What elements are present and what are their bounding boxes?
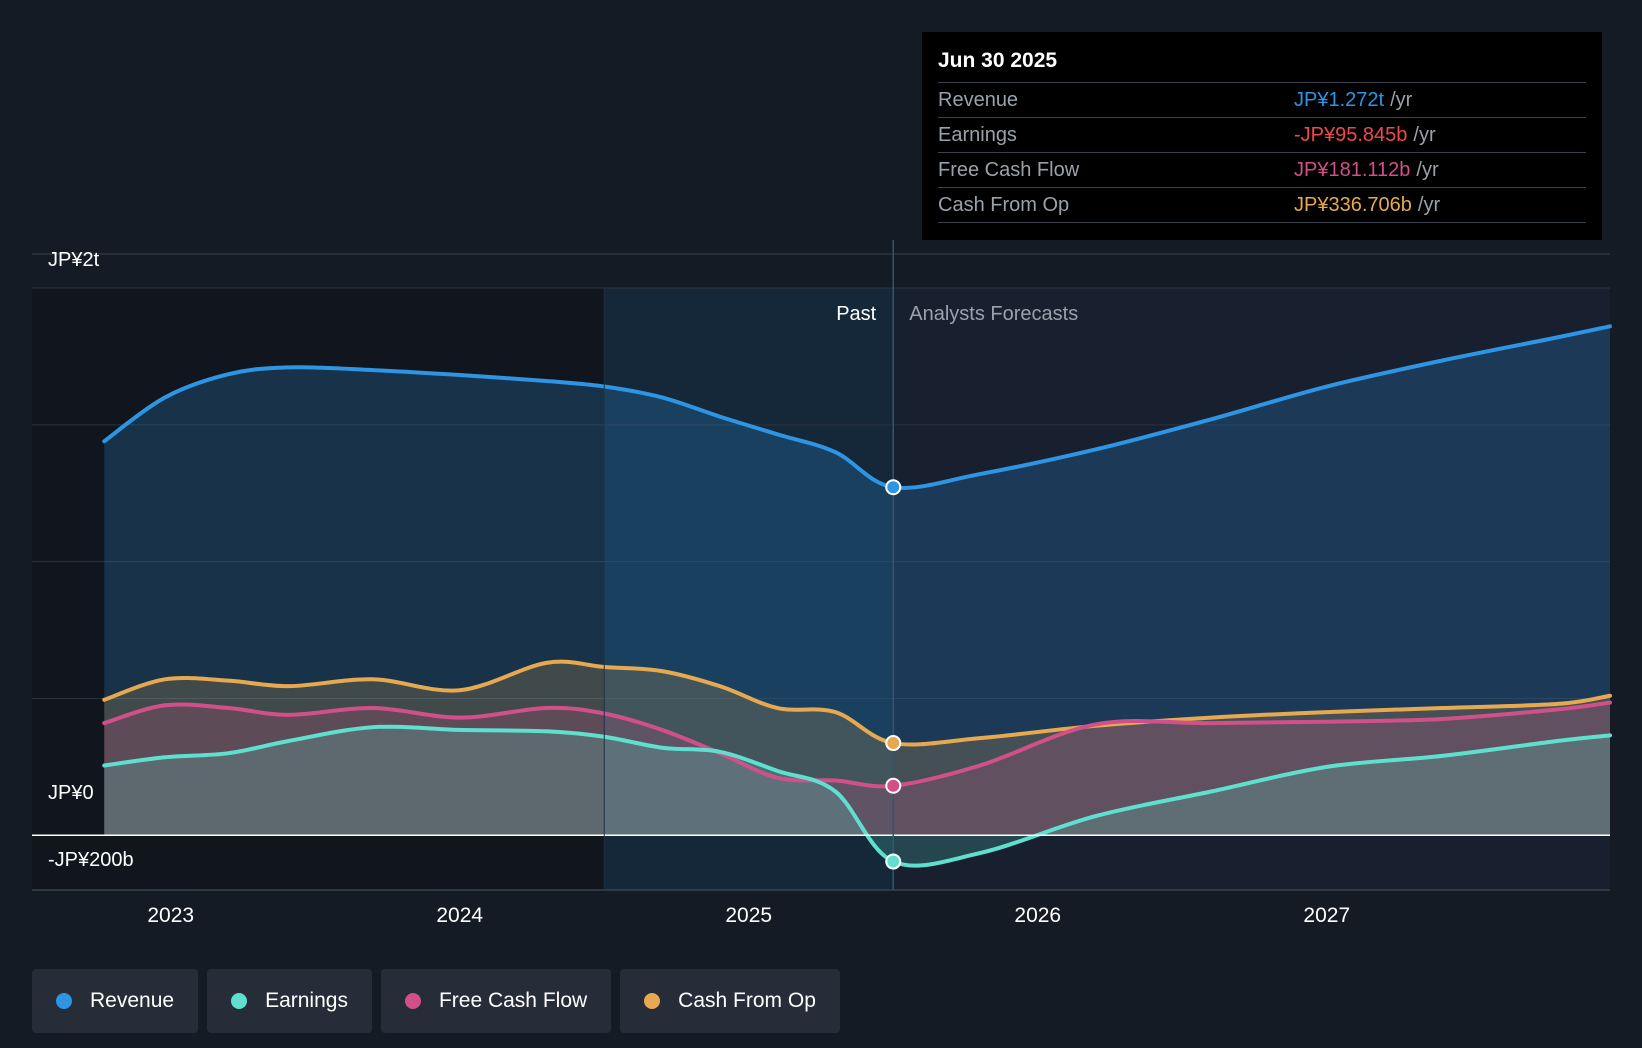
legend-item-earnings[interactable]: Earnings [207,969,372,1033]
tooltip-label: Earnings [938,124,1017,146]
legend-dot-icon [231,993,248,1009]
legend-dot-icon [644,993,661,1009]
earnings-area [104,726,1611,866]
legend-item-free-cash-flow[interactable]: Free Cash Flow [380,969,612,1033]
legend-item-revenue[interactable]: Revenue [32,969,199,1033]
y-tick-label: JP¥0 [48,782,94,804]
earnings-line [102,724,1612,868]
legend-label: Earnings [265,989,348,1012]
tooltip: Jun 30 2025 Revenue JP¥1.272t /yr Earnin… [922,32,1602,240]
cash-from-op-current-marker [885,735,902,752]
legend-item-cash-from-op[interactable]: Cash From Op [620,969,840,1033]
tooltip-date: Jun 30 2025 [938,46,1586,83]
revenue-current-marker [885,479,902,496]
x-tick-label: 2025 [725,904,772,927]
tooltip-row-cash-from-op: Cash From Op JP¥336.706b /yr [938,188,1586,223]
tooltip-label: Cash From Op [938,194,1070,216]
legend-dot-icon [56,993,72,1009]
x-tick-label: 2026 [1014,904,1061,927]
tooltip-value: JP¥1.272t [1294,89,1385,111]
cash-from-op-line [102,659,1612,747]
x-tick-label: 2027 [1303,904,1350,927]
tooltip-value: JP¥181.112b [1294,159,1411,181]
x-tick-label: 2023 [147,904,194,927]
free-cash-flow-current-marker [885,777,902,794]
forecast-label: Analysts Forecasts [909,303,1078,325]
tooltip-value: JP¥336.706b [1294,194,1412,216]
tooltip-unit: /yr [1413,124,1436,146]
x-tick-label: 2024 [436,904,483,927]
tooltip-row-free-cash-flow: Free Cash Flow JP¥181.112b /yr [938,153,1586,188]
legend-label: Revenue [90,989,175,1012]
legend-dot-icon [404,993,421,1009]
tooltip-label: Revenue [938,89,1019,111]
earnings-current-marker [885,853,902,870]
tooltip-value: -JP¥95.845b [1294,124,1408,146]
cash-from-op-area [104,661,1611,836]
legend: Revenue Earnings Free Cash Flow Cash Fro… [32,969,840,1033]
revenue-area [104,326,1611,836]
free-cash-flow-line [102,700,1612,789]
legend-label: Free Cash Flow [438,989,588,1012]
forecast-panel [893,288,1610,890]
tooltip-unit: /yr [1416,159,1439,181]
tooltip-row-earnings: Earnings -JP¥95.845b /yr [938,118,1586,153]
tooltip-unit: /yr [1390,89,1413,111]
past-highlight-panel [604,288,894,890]
past-label: Past [836,303,876,325]
tooltip-row-revenue: Revenue JP¥1.272t /yr [938,83,1586,118]
tooltip-label: Free Cash Flow [938,159,1080,181]
free-cash-flow-area [104,702,1611,836]
past-history-panel [32,288,605,890]
tooltip-unit: /yr [1417,194,1441,216]
revenue-line [102,324,1612,490]
y-tick-label: -JP¥200b [48,849,134,871]
legend-label: Cash From Op [678,989,816,1012]
y-tick-label: JP¥2t [48,249,100,271]
